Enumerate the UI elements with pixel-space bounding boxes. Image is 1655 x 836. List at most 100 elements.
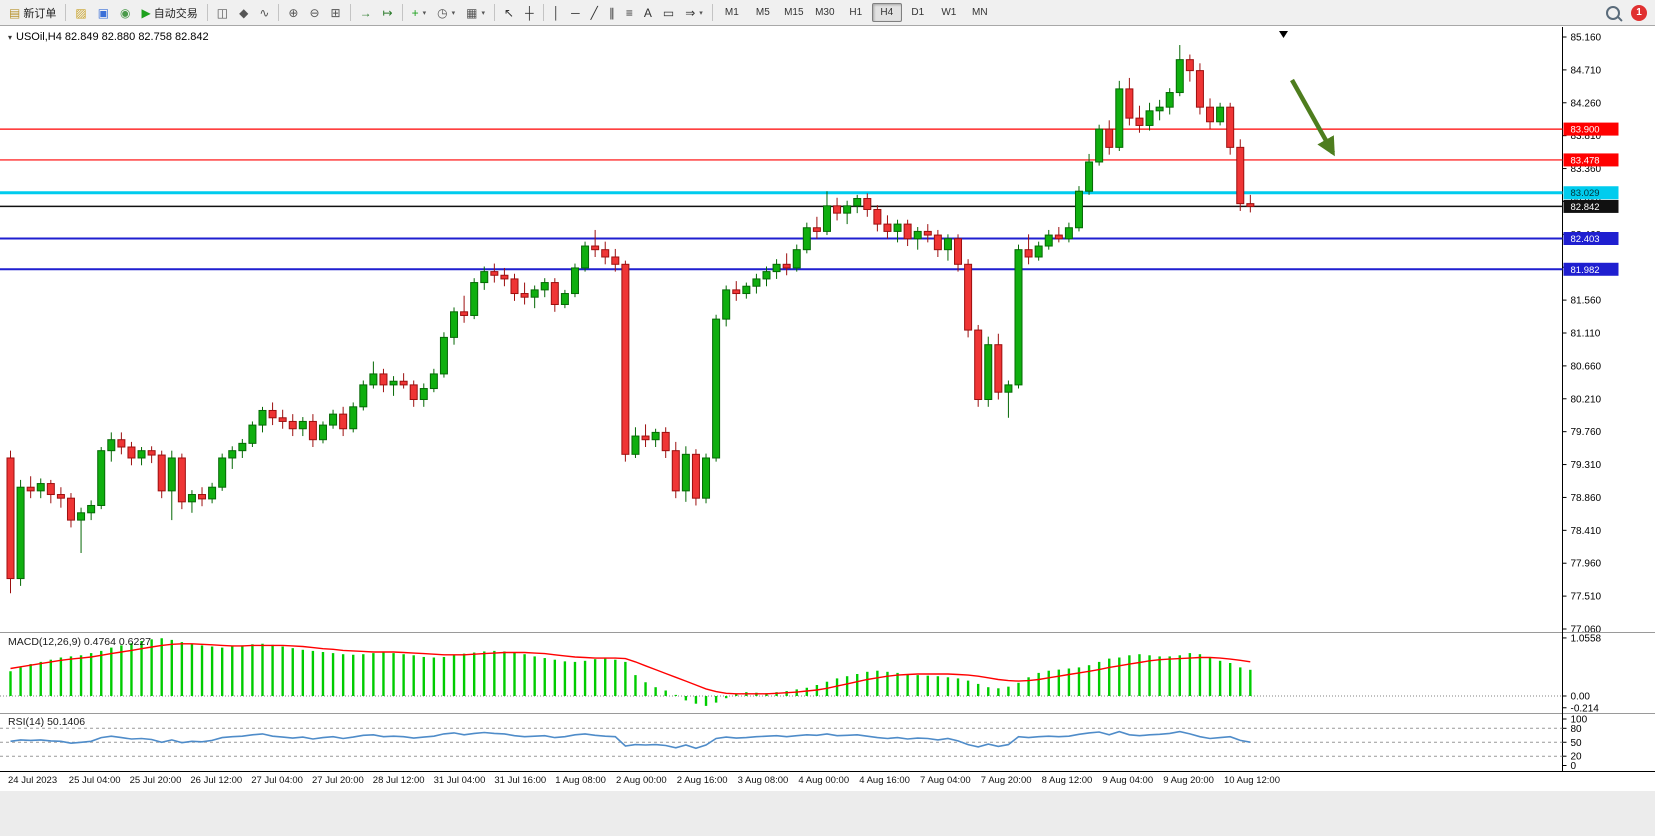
templates-button[interactable]: ▦ ▾ <box>461 2 490 24</box>
timeframe-w1[interactable]: W1 <box>941 7 957 18</box>
horizontal-line-icon-glyph: ─ <box>571 5 580 20</box>
timeframe-m30[interactable]: M30 <box>815 7 835 18</box>
svg-text:0.00: 0.00 <box>1571 692 1591 703</box>
tile-windows-icon[interactable]: ⊞ <box>326 2 346 24</box>
time-label: 10 Aug 12:00 <box>1224 775 1280 786</box>
text-icon[interactable]: A <box>639 2 657 24</box>
time-label: 8 Aug 12:00 <box>1041 775 1093 786</box>
profiles-icon-glyph: ▣ <box>97 5 110 20</box>
arrows-icon[interactable]: ⇒ ▾ <box>680 2 708 24</box>
toolbar-right: 1 <box>1601 2 1651 24</box>
auto-scroll-icon[interactable]: → <box>355 2 377 24</box>
candlestick-chart-icon[interactable]: ◆ <box>234 2 253 24</box>
new-order-button[interactable]: ▤ 新订单 <box>4 2 61 24</box>
timeframe-mn[interactable]: MN <box>972 7 988 18</box>
zoom-out-icon[interactable]: ⊖ <box>304 2 324 24</box>
time-label: 4 Aug 00:00 <box>798 775 850 786</box>
bar-chart-icon[interactable]: ◫ <box>212 2 233 24</box>
svg-text:77.960: 77.960 <box>1571 559 1602 570</box>
timeframe-m15[interactable]: M15 <box>784 7 804 18</box>
chevron-down-icon: ▾ <box>699 9 703 17</box>
toolbar-separator <box>278 4 280 21</box>
data-window-icon[interactable]: ◉ <box>115 2 135 24</box>
autotrading-button[interactable]: ▶ 自动交易 <box>137 2 203 24</box>
chart-shift-icon[interactable]: ↦ <box>378 2 398 24</box>
fibonacci-icon[interactable]: ≡ <box>621 2 638 24</box>
chart-dropdown-icon[interactable]: ▾ <box>8 32 13 42</box>
toolbar-separator <box>711 4 713 21</box>
chevron-down-icon: ▾ <box>451 9 456 17</box>
periods-button[interactable]: ◷ ▾ <box>432 2 460 24</box>
charts-icon[interactable]: ▨ <box>70 2 91 24</box>
svg-text:83.900: 83.900 <box>1571 125 1600 136</box>
indicators-add-button[interactable]: + ▾ <box>407 2 432 24</box>
timeframe-h4[interactable]: H4 <box>871 3 902 22</box>
time-label: 27 Jul 04:00 <box>251 775 303 786</box>
svg-text:77.060: 77.060 <box>1571 625 1602 633</box>
search-icon <box>1606 5 1620 20</box>
channel-icon-glyph: ∥ <box>608 5 615 20</box>
trendline-icon[interactable]: ╱ <box>586 2 603 24</box>
svg-text:84.260: 84.260 <box>1571 98 1602 109</box>
svg-text:81.982: 81.982 <box>1571 265 1600 276</box>
svg-text:79.760: 79.760 <box>1571 427 1602 438</box>
timeframe-m5[interactable]: M5 <box>755 7 770 18</box>
svg-text:81.110: 81.110 <box>1571 329 1601 340</box>
chart-ohlc-text: USOil,H4 82.849 82.880 82.758 82.842 <box>16 31 209 43</box>
cursor-icon-glyph: ↖ <box>504 5 515 20</box>
chart-shift-marker <box>1279 31 1288 38</box>
periods-glyph: ◷ <box>437 5 448 20</box>
macd-panel: 1.0558 0.00 -0.214 <box>0 632 1655 713</box>
svg-text:80.660: 80.660 <box>1571 361 1602 372</box>
rsi-panel: 100 80 50 20 0 <box>0 713 1655 771</box>
vertical-line-icon[interactable]: │ <box>548 2 566 24</box>
time-label: 7 Aug 20:00 <box>980 775 1032 786</box>
time-label: 9 Aug 04:00 <box>1102 775 1154 786</box>
zoom-in-icon[interactable]: ⊕ <box>283 2 303 24</box>
crosshair-icon-glyph: ┼ <box>525 5 534 20</box>
time-label: 25 Jul 20:00 <box>129 775 182 786</box>
new-order-button-label: 新订单 <box>23 7 57 20</box>
svg-text:83.478: 83.478 <box>1571 155 1600 166</box>
arrows-icon-glyph: ⇒ <box>685 5 696 20</box>
time-label: 7 Aug 04:00 <box>920 775 971 786</box>
profiles-icon[interactable]: ▣ <box>93 2 114 24</box>
line-chart-icon[interactable]: ∿ <box>254 2 274 24</box>
timeframe-m1[interactable]: M1 <box>724 7 739 18</box>
crosshair-icon[interactable]: ┼ <box>520 2 539 24</box>
svg-text:79.310: 79.310 <box>1571 460 1602 471</box>
svg-text:50: 50 <box>1571 738 1583 749</box>
time-label: 9 Aug 20:00 <box>1163 775 1214 786</box>
svg-text:100: 100 <box>1571 715 1588 726</box>
timeframe-d1[interactable]: D1 <box>911 7 925 18</box>
label-icon[interactable]: ▭ <box>658 2 679 24</box>
time-label: 2 Aug 00:00 <box>616 775 667 786</box>
time-label: 4 Aug 16:00 <box>859 775 910 786</box>
cursor-icon[interactable]: ↖ <box>499 2 519 24</box>
toolbar-separator <box>349 4 351 21</box>
vertical-line-icon-glyph: │ <box>552 5 561 20</box>
tile-windows-icon-glyph: ⊞ <box>330 5 341 20</box>
zoom-in-icon-glyph: ⊕ <box>288 5 299 20</box>
svg-text:1.0558: 1.0558 <box>1571 633 1602 644</box>
svg-text:78.860: 78.860 <box>1571 493 1602 504</box>
chart-symbol-label: ▾ USOil,H4 82.849 82.880 82.758 82.842 <box>8 31 209 43</box>
macd-canvas[interactable]: 1.0558 0.00-0.214 <box>0 632 1655 713</box>
timeframe-h1[interactable]: H1 <box>849 7 863 18</box>
time-label: 27 Jul 20:00 <box>312 775 364 786</box>
svg-text:84.710: 84.710 <box>1571 65 1602 76</box>
svg-text:83.360: 83.360 <box>1571 164 1602 175</box>
fibonacci-icon-glyph: ≡ <box>625 5 633 20</box>
search-button[interactable] <box>1601 2 1625 24</box>
timeframe-group: M1 M5 M15 M30 H1 H4 D1 W1 MN <box>717 3 995 22</box>
horizontal-line-icon[interactable]: ─ <box>566 2 585 24</box>
svg-text:81.560: 81.560 <box>1571 296 1602 307</box>
channel-icon[interactable]: ∥ <box>604 2 620 24</box>
label-icon-glyph: ▭ <box>662 5 675 20</box>
toolbar-separator <box>401 4 403 21</box>
time-axis[interactable]: 24 Jul 2023 25 Jul 04:00 25 Jul 20:00 26 Ju… <box>0 771 1655 791</box>
time-label: 31 Jul 16:00 <box>494 775 547 786</box>
price-chart-canvas[interactable]: 85.16084.71084.26083.81083.36082.91082.4… <box>0 27 1655 632</box>
notification-badge[interactable]: 1 <box>1631 4 1647 21</box>
